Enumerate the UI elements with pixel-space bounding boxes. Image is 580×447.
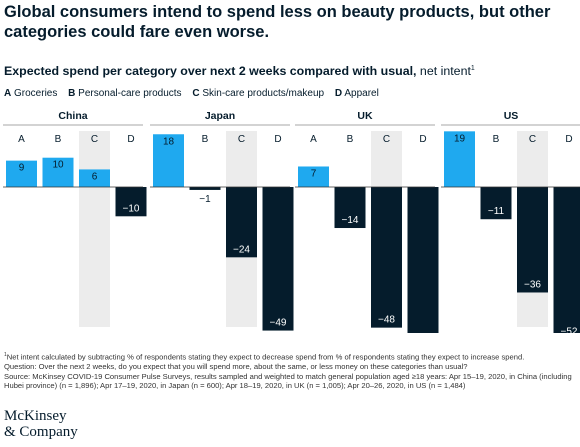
- bar-us-c: [517, 187, 548, 293]
- legend: A Groceries B Personal-care products C S…: [4, 87, 387, 100]
- legend-item-a: A Groceries: [4, 88, 58, 99]
- value-label-japan-a: 18: [163, 136, 175, 147]
- chart-subtitle: Expected spend per category over next 2 …: [4, 61, 574, 79]
- value-label-japan-b: −1: [199, 194, 211, 205]
- bar-uk-b: [334, 187, 366, 229]
- value-label-us-a: 19: [454, 133, 466, 144]
- value-label-china-b: 10: [52, 160, 64, 171]
- category-label-uk-b: B: [347, 134, 354, 145]
- bar-china-c: [79, 169, 110, 187]
- bar-us-b: [480, 187, 512, 220]
- bar-uk-d: [407, 187, 439, 333]
- footnote-source: Source: McKinsey COVID-19 Consumer Pulse…: [4, 371, 572, 391]
- footnote-question: Question: Over the next 2 weeks, do you …: [4, 362, 468, 372]
- panel-title-us: US: [504, 110, 519, 122]
- category-label-china-b: B: [55, 134, 62, 145]
- panel-title-japan: Japan: [205, 110, 235, 122]
- panel-title-uk: UK: [357, 110, 373, 122]
- category-label-us-b: B: [493, 134, 500, 145]
- bar-japan-d: [262, 187, 294, 331]
- value-label-japan-c: −24: [233, 244, 250, 255]
- footnote: 1Net intent calculated by subtracting % …: [4, 351, 578, 391]
- value-label-china-a: 9: [19, 163, 25, 174]
- subtitle-footnote-marker: 1: [470, 65, 475, 72]
- mckinsey-logo: McKinsey & Company: [4, 408, 78, 440]
- category-label-china-c: C: [91, 134, 98, 145]
- bar-us-a: [444, 131, 475, 187]
- category-label-us-c: C: [529, 134, 536, 145]
- value-label-us-b: −11: [488, 206, 505, 217]
- category-label-japan-b: B: [202, 134, 209, 145]
- footnote-definition: 1Net intent calculated by subtracting % …: [4, 352, 525, 362]
- category-label-china-d: D: [127, 134, 134, 145]
- category-label-uk-a: A: [310, 134, 317, 145]
- legend-item-c: C Skin-care products/makeup: [192, 88, 325, 99]
- value-label-uk-a: 7: [311, 168, 317, 179]
- bar-japan-b: [189, 187, 221, 190]
- value-label-china-d: −10: [123, 203, 140, 214]
- value-label-china-c: 6: [92, 171, 98, 182]
- chart-title: Global consumers intend to spend less on…: [4, 3, 551, 41]
- bar-uk-a: [298, 166, 329, 187]
- subtitle-bold: Expected spend per category over next 2 …: [4, 64, 417, 79]
- bar-japan-a: [153, 134, 184, 187]
- legend-item-b: B Personal-care products: [68, 88, 182, 99]
- bar-chart: ChinaA9B10C6D−10JapanA18B−1C−24D−49UKA7B…: [3, 110, 580, 333]
- value-label-us-d: −52: [561, 326, 578, 333]
- panel-title-china: China: [58, 110, 87, 122]
- bar-china-d: [115, 187, 147, 217]
- bar-uk-c: [371, 187, 402, 328]
- category-label-uk-d: D: [419, 134, 426, 145]
- value-label-uk-c: −48: [378, 315, 395, 326]
- category-label-japan-d: D: [274, 134, 281, 145]
- value-label-uk-b: −14: [342, 215, 359, 226]
- bar-japan-c: [226, 187, 257, 258]
- bar-china-b: [42, 157, 74, 187]
- subtitle-regular: net intent: [416, 64, 471, 79]
- highlight-band-china: [79, 131, 110, 327]
- category-label-us-d: D: [565, 134, 572, 145]
- legend-item-d: D Apparel: [334, 88, 379, 99]
- category-label-uk-c: C: [383, 134, 390, 145]
- bar-us-d: [553, 187, 580, 333]
- category-label-china-a: A: [18, 134, 25, 145]
- bar-china-a: [6, 160, 37, 187]
- category-label-japan-c: C: [238, 134, 245, 145]
- value-label-us-c: −36: [524, 279, 541, 290]
- value-label-japan-d: −49: [270, 318, 287, 329]
